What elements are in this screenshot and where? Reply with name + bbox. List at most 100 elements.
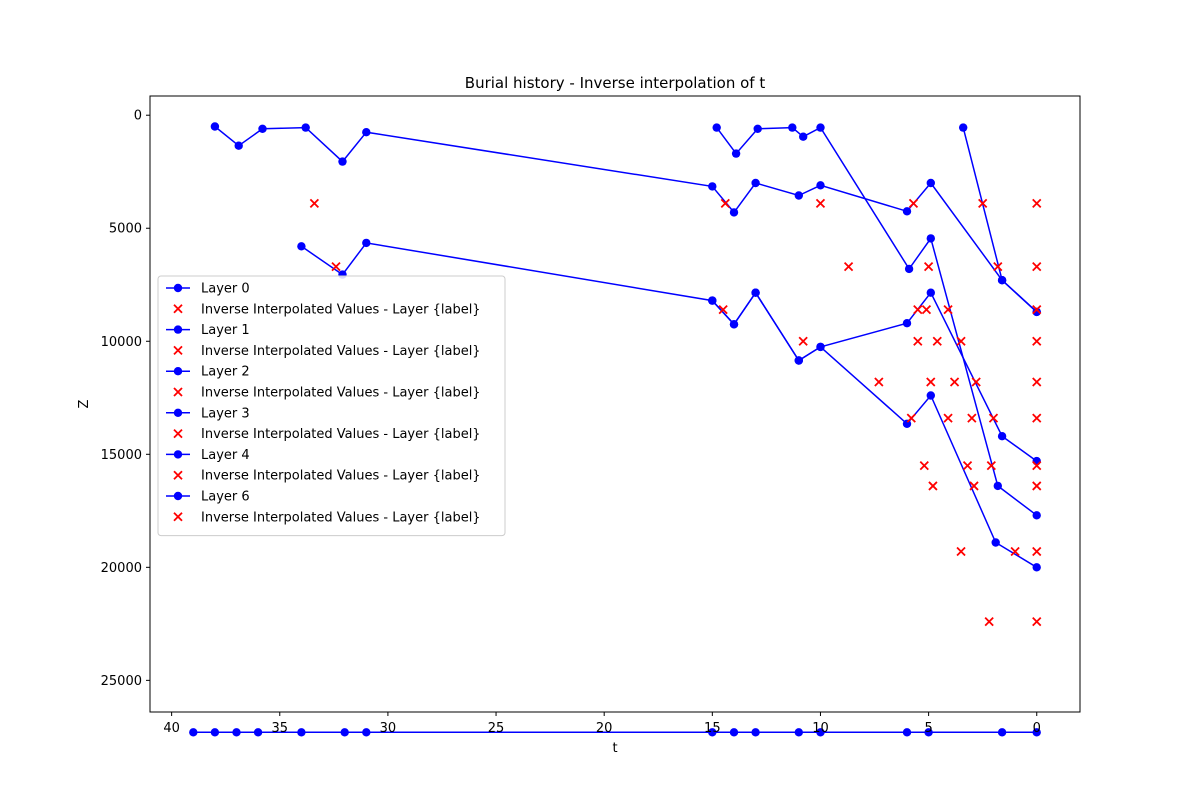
x-tick-label: 20	[596, 721, 613, 736]
series-point	[926, 288, 935, 297]
inverse-point-marker	[984, 616, 994, 627]
inverse-point-marker	[986, 460, 996, 471]
legend-x-swatch	[173, 512, 183, 522]
legend-x-swatch	[173, 345, 183, 356]
legend-circle-swatch	[173, 408, 183, 417]
series-point	[993, 481, 1002, 491]
series-point	[926, 391, 935, 400]
inverse-point-marker	[1032, 616, 1042, 627]
series-point	[232, 728, 241, 737]
legend-label: Layer 2	[201, 365, 250, 380]
x-tick-label: 30	[380, 721, 397, 736]
inverse-point-marker	[1032, 413, 1042, 423]
series-point	[902, 207, 912, 216]
legend-entry: Inverse Interpolated Values - Layer {lab…	[173, 427, 481, 442]
legend-entry: Layer 6	[166, 490, 250, 505]
inverse-point-marker	[309, 198, 320, 209]
series-point	[258, 124, 267, 133]
series-point	[301, 123, 310, 132]
legend-label: Layer 1	[201, 323, 250, 338]
series-point	[902, 319, 912, 328]
inverse-point-marker	[913, 304, 923, 315]
series-point	[997, 276, 1007, 285]
legend-x-swatch	[173, 387, 183, 397]
legend-x-swatch	[173, 470, 183, 480]
series-point	[189, 728, 198, 737]
inverse-point-marker	[932, 336, 942, 346]
series-point	[902, 728, 912, 737]
inverse-points-3	[798, 336, 1042, 346]
series-point	[816, 728, 825, 737]
series-point	[210, 728, 220, 737]
y-tick-label: 5000	[109, 222, 142, 237]
series-point	[997, 432, 1007, 441]
legend-entry: Inverse Interpolated Values - Layer {lab…	[173, 344, 481, 359]
inverse-point-marker	[943, 304, 953, 315]
y-tick-label: 0	[134, 109, 142, 124]
inverse-point-marker	[843, 262, 854, 272]
inverse-point-marker	[1032, 304, 1042, 315]
legend-label: Inverse Interpolated Values - Layer {lab…	[201, 427, 481, 442]
series-point	[816, 123, 825, 132]
series-point	[297, 242, 306, 251]
series-point	[362, 728, 371, 737]
legend-entry: Layer 0	[166, 282, 250, 297]
series-point	[712, 123, 721, 132]
inverse-point-marker	[921, 304, 932, 315]
series-point	[816, 342, 825, 352]
series-point	[997, 728, 1007, 737]
series-0	[210, 122, 1041, 317]
series-point	[708, 728, 717, 737]
series-point	[924, 728, 933, 737]
legend-entry: Inverse Interpolated Values - Layer {lab…	[173, 386, 481, 401]
inverse-points-8	[956, 546, 1042, 557]
inverse-point-marker	[1010, 546, 1020, 557]
x-tick-label: 0	[1033, 721, 1041, 736]
series-point	[362, 238, 371, 248]
legend-circle-swatch	[173, 450, 183, 459]
series-point	[902, 419, 912, 428]
series-line	[716, 126, 1038, 516]
inverse-points-0	[309, 198, 1042, 209]
inverse-point-marker	[988, 413, 999, 423]
inverse-points-4	[874, 377, 1042, 387]
legend-label: Inverse Interpolated Values - Layer {lab…	[201, 386, 481, 401]
inverse-point-marker	[926, 377, 936, 387]
inverse-point-marker	[949, 377, 960, 387]
legend-label: Layer 0	[201, 282, 250, 297]
inverse-points-6	[919, 460, 1042, 471]
inverse-points-9	[984, 616, 1042, 627]
inverse-point-marker	[331, 262, 341, 272]
axes: 40 35 30 25 20 15 10 5 0 0 5000 10000 15000 20000 2500…	[101, 109, 1041, 736]
series-point	[731, 149, 741, 158]
legend-label: Layer 6	[201, 490, 250, 505]
legend-x-swatch	[173, 304, 183, 314]
inverse-point-marker	[718, 304, 728, 315]
x-tick-label: 35	[271, 721, 288, 736]
series-point	[753, 124, 762, 133]
legend-label: Inverse Interpolated Values - Layer {lab…	[201, 510, 481, 525]
series-point	[253, 728, 263, 737]
inverse-point-marker	[1032, 198, 1042, 209]
legend-entry: Inverse Interpolated Values - Layer {lab…	[173, 469, 481, 484]
y-tick-label: 20000	[101, 561, 142, 576]
series-point	[297, 728, 306, 737]
legend-label: Layer 3	[201, 406, 250, 421]
inverse-point-marker	[720, 198, 730, 209]
series-point	[234, 141, 243, 150]
series-point	[1032, 728, 1041, 737]
series-point	[991, 538, 1000, 547]
y-tick-label: 10000	[101, 335, 142, 350]
series-point	[751, 288, 760, 297]
inverse-point-marker	[906, 413, 916, 423]
inverse-point-marker	[969, 481, 979, 491]
y-axis-label: Z	[77, 399, 92, 408]
inverse-point-marker	[1032, 546, 1042, 557]
axes-frame	[149, 95, 1081, 713]
legend-label: Layer 4	[201, 448, 250, 463]
legend-box	[157, 275, 506, 537]
inverse-point-marker	[815, 198, 826, 209]
x-tick-label: 25	[488, 721, 505, 736]
x-tick-label: 15	[704, 721, 721, 736]
